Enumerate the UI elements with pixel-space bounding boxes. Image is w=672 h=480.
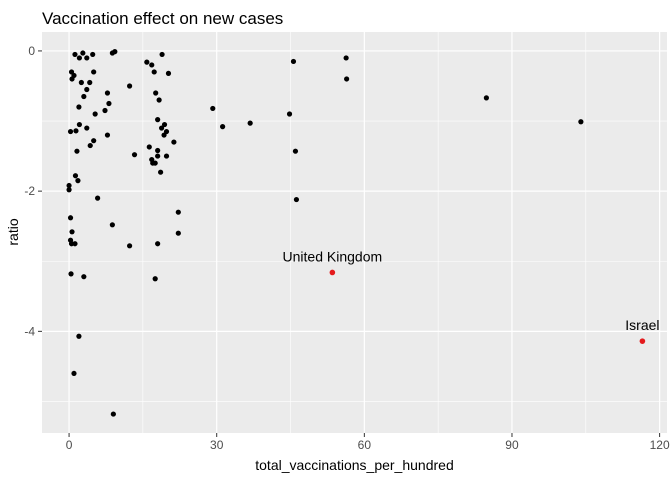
data-point <box>175 209 181 215</box>
data-point <box>152 276 158 282</box>
data-point <box>155 117 161 123</box>
data-point <box>67 215 74 221</box>
data-point <box>290 58 297 65</box>
data-point <box>153 90 159 96</box>
data-point <box>92 111 98 117</box>
highlighted-point <box>639 338 646 344</box>
data-point <box>220 124 226 130</box>
x-tick-label: 120 <box>650 438 670 452</box>
data-point <box>158 169 164 175</box>
data-point <box>76 55 83 61</box>
data-point <box>91 69 97 75</box>
data-point <box>126 83 133 89</box>
x-tick-label: 60 <box>358 438 372 452</box>
data-point <box>165 70 172 76</box>
data-point <box>292 148 299 154</box>
data-point <box>84 86 90 93</box>
data-point <box>106 100 112 107</box>
data-point <box>66 182 72 189</box>
data-point <box>293 196 300 203</box>
data-point <box>344 76 350 82</box>
data-point <box>146 144 152 150</box>
data-point <box>66 187 72 193</box>
data-point <box>69 229 75 235</box>
data-point <box>81 93 87 100</box>
data-point <box>71 370 77 377</box>
data-point <box>67 128 74 135</box>
x-tick-label: 90 <box>505 438 519 452</box>
x-axis-ticks: 0 30 60 90 120 <box>66 433 670 452</box>
data-point <box>80 50 86 56</box>
data-point <box>87 79 93 86</box>
data-point <box>84 55 90 61</box>
data-point <box>144 59 150 65</box>
data-point <box>163 153 170 159</box>
y-tick-label: -2 <box>24 184 35 198</box>
point-label: Israel <box>625 317 659 333</box>
data-point <box>155 153 161 159</box>
data-point <box>112 49 118 55</box>
highlighted-points: United Kingdom Israel <box>283 248 660 344</box>
data-point <box>72 173 79 179</box>
data-point <box>76 333 82 339</box>
y-tick-label: -4 <box>24 324 35 338</box>
data-point <box>578 119 584 125</box>
data-point <box>158 125 165 131</box>
highlighted-point <box>329 269 336 276</box>
data-point <box>91 138 97 144</box>
data-point <box>74 148 80 154</box>
data-point <box>149 62 155 68</box>
data-point <box>210 105 216 112</box>
point-label: United Kingdom <box>283 248 383 264</box>
minor-gridlines <box>42 32 667 433</box>
data-point <box>75 178 81 184</box>
data-point <box>483 95 489 101</box>
data-point <box>286 111 293 117</box>
data-point <box>343 55 349 61</box>
y-tick-label: 0 <box>28 44 35 58</box>
data-point <box>68 271 74 277</box>
data-point <box>109 222 115 228</box>
data-point <box>104 90 111 96</box>
data-point <box>126 243 133 249</box>
data-point <box>81 274 87 280</box>
data-point <box>104 132 111 138</box>
data-point <box>155 147 161 154</box>
data-point <box>84 125 90 131</box>
data-point <box>131 152 138 158</box>
data-point <box>76 104 82 110</box>
data-point <box>69 76 75 82</box>
data-point <box>152 160 158 166</box>
data-point <box>73 128 79 134</box>
data-point <box>102 107 108 114</box>
major-gridlines <box>42 32 667 433</box>
data-point <box>110 411 116 417</box>
data-point <box>175 230 181 236</box>
data-point <box>151 69 157 75</box>
data-point <box>159 51 165 58</box>
y-axis-ticks: 0 -2 -4 <box>24 44 42 338</box>
x-tick-label: 30 <box>210 438 224 452</box>
data-point <box>171 139 177 145</box>
data-point <box>95 195 101 201</box>
plot-panel <box>42 32 667 433</box>
chart-title: Vaccination effect on new cases <box>42 9 283 28</box>
data-point <box>155 241 161 247</box>
x-tick-label: 0 <box>66 438 73 452</box>
x-axis-title: total_vaccinations_per_hundred <box>255 457 453 473</box>
data-points <box>66 49 584 417</box>
data-point <box>161 121 168 128</box>
data-point <box>163 128 170 135</box>
data-point <box>87 142 93 149</box>
data-point <box>247 120 253 126</box>
data-point <box>72 51 78 58</box>
data-point <box>76 121 83 128</box>
data-point <box>72 241 78 247</box>
y-axis-title: ratio <box>5 218 21 245</box>
data-point <box>78 79 84 86</box>
data-point <box>90 51 96 58</box>
data-point <box>156 97 162 103</box>
